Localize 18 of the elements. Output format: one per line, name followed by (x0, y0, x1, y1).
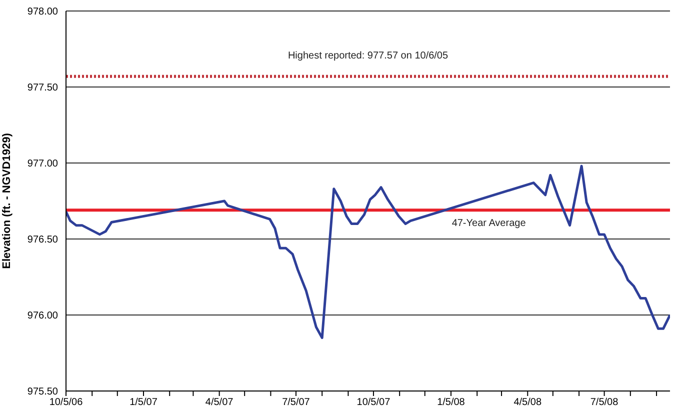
x-tick-label: 1/5/08 (437, 397, 466, 408)
y-axis-title: Elevation (ft. - NGVD1929) (0, 132, 13, 269)
line-series (66, 164, 670, 340)
y-tick-label: 976.50 (27, 234, 58, 246)
x-tick-label: 10/5/06 (49, 397, 84, 408)
ref-line-label: 47-Year Average (452, 218, 526, 230)
y-tick-label: 978.00 (27, 6, 58, 18)
y-tick-label: 977.50 (27, 82, 58, 94)
ref-line-label: Highest reported: 977.57 on 10/6/05 (288, 50, 448, 62)
x-tick-label: 1/5/07 (130, 397, 158, 408)
x-tick-label: 4/5/07 (205, 397, 234, 408)
y-tick-label: 977.00 (27, 158, 58, 170)
x-tick-label: 7/5/07 (282, 397, 310, 408)
x-tick-label: 4/5/08 (514, 397, 542, 408)
y-tick-label: 975.50 (27, 386, 58, 398)
x-tick-label: 7/5/08 (590, 397, 619, 408)
y-tick-label: 976.00 (27, 310, 58, 322)
x-tick-label: 10/5/07 (356, 397, 391, 408)
